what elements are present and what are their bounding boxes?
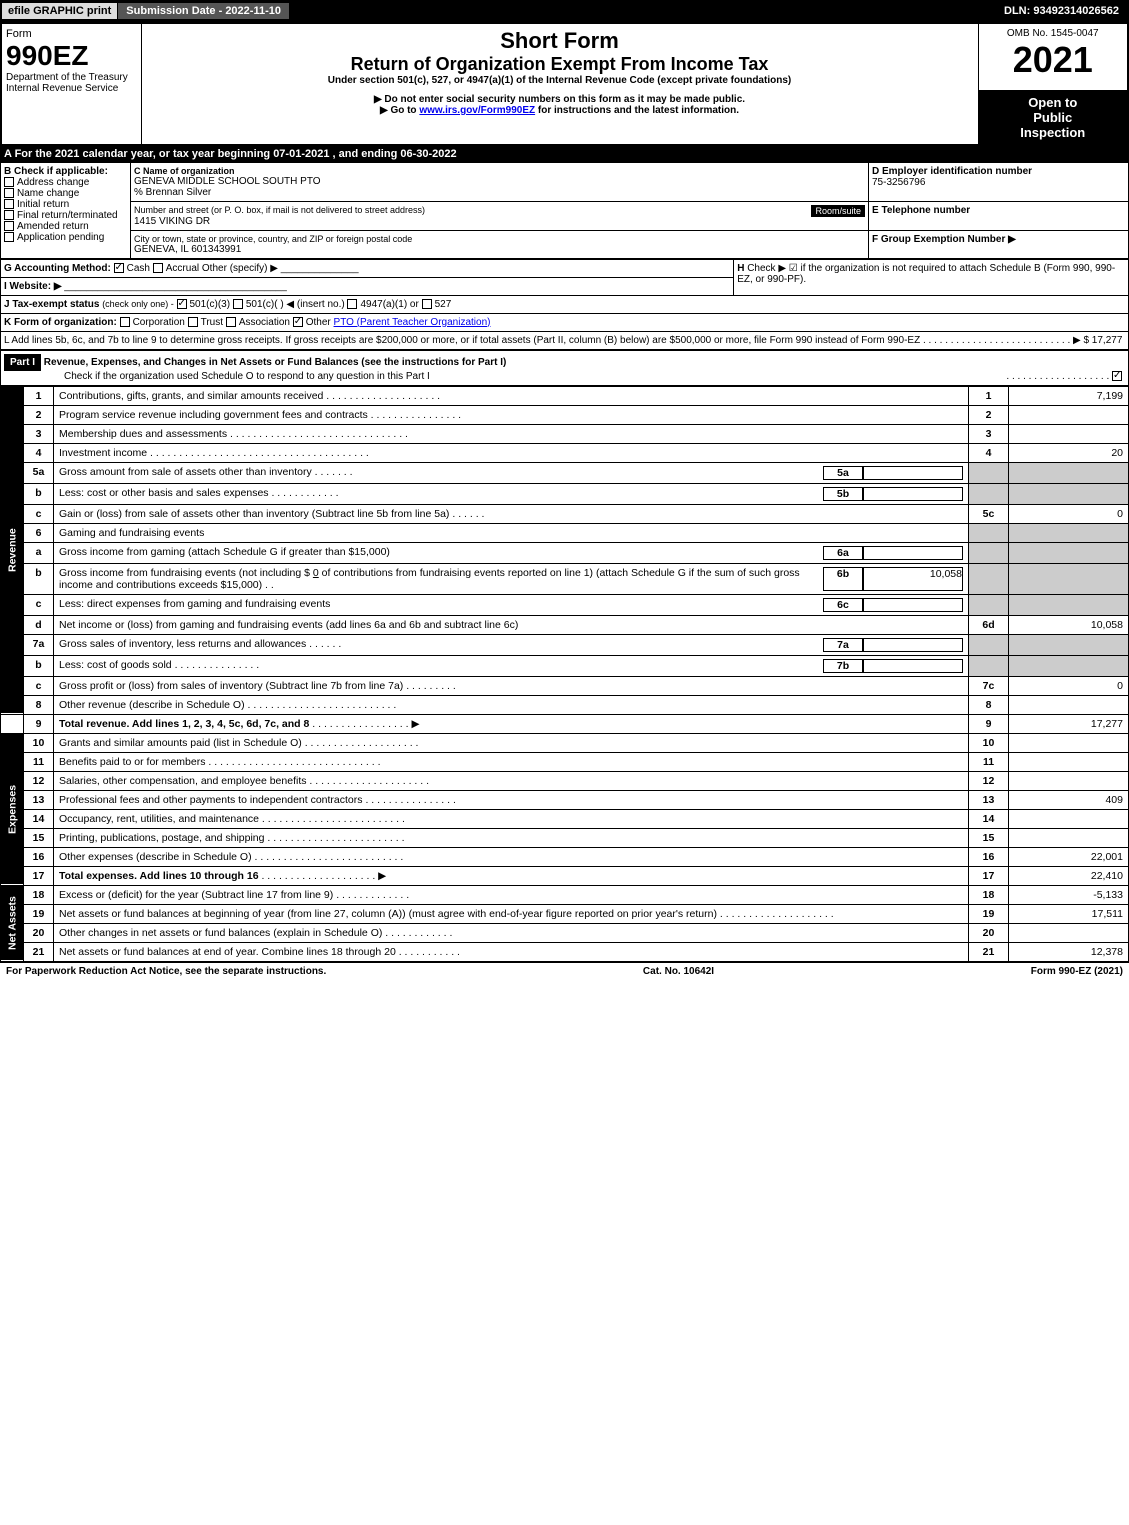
check-trust[interactable]	[188, 317, 198, 327]
org-name: GENEVA MIDDLE SCHOOL SOUTH PTO	[134, 176, 865, 187]
line-21-val: 12,378	[1009, 942, 1129, 961]
check-schedule-o[interactable]	[1112, 371, 1122, 381]
care-of: % Brennan Silver	[134, 187, 865, 198]
dept-treasury: Department of the Treasury	[6, 72, 137, 83]
line-5c-val: 0	[1009, 504, 1129, 523]
footer-left: For Paperwork Reduction Act Notice, see …	[6, 966, 326, 977]
tab-revenue: Revenue	[1, 386, 24, 714]
check-other-org[interactable]	[293, 317, 303, 327]
box-c-addr: Number and street (or P. O. box, if mail…	[131, 201, 869, 230]
box-b: B Check if applicable: Address change Na…	[1, 162, 131, 258]
check-527[interactable]	[422, 299, 432, 309]
submission-date: Submission Date - 2022-11-10	[117, 2, 290, 20]
box-c-city: City or town, state or province, country…	[131, 230, 869, 258]
check-501c3[interactable]	[177, 299, 187, 309]
d-label: D Employer identification number	[872, 166, 1125, 177]
footer: For Paperwork Reduction Act Notice, see …	[0, 962, 1129, 980]
row-k: K Form of organization: Corporation Trus…	[1, 313, 1129, 331]
street-address: 1415 VIKING DR	[134, 216, 865, 227]
title-section: Under section 501(c), 527, or 4947(a)(1)…	[146, 75, 974, 86]
check-name-change[interactable]: Name change	[4, 188, 127, 199]
row-i: I Website: ▶ ___________________________…	[1, 277, 734, 295]
irs-label: Internal Revenue Service	[6, 83, 137, 94]
title-short-form: Short Form	[146, 28, 974, 54]
b-title: B Check if applicable:	[4, 166, 127, 177]
form-word: Form	[6, 28, 137, 40]
part1-title: Revenue, Expenses, and Changes in Net As…	[44, 357, 507, 368]
check-cash[interactable]	[114, 263, 124, 273]
form-number: 990EZ	[6, 40, 137, 72]
line-4-val: 20	[1009, 443, 1129, 462]
irs-link[interactable]: www.irs.gov/Form990EZ	[419, 105, 535, 116]
l-val: ▶ $ 17,277	[1073, 335, 1122, 346]
box-c-name: C Name of organization GENEVA MIDDLE SCH…	[131, 162, 869, 201]
inspection: Inspection	[983, 125, 1124, 140]
footer-mid: Cat. No. 10642I	[643, 966, 714, 977]
e-label: E Telephone number	[872, 205, 1125, 216]
tab-expenses: Expenses	[1, 733, 24, 885]
line-17-val: 22,410	[1009, 866, 1129, 885]
row-l: L Add lines 5b, 6c, and 7b to line 9 to …	[1, 331, 1129, 349]
check-amended[interactable]: Amended return	[4, 221, 127, 232]
line-18-val: -5,133	[1009, 885, 1129, 904]
check-4947[interactable]	[347, 299, 357, 309]
h-text: Check ▶ ☑ if the organization is not req…	[737, 263, 1115, 285]
part1-table: Revenue 1 Contributions, gifts, grants, …	[0, 386, 1129, 962]
title-return: Return of Organization Exempt From Incom…	[146, 54, 974, 75]
check-501c[interactable]	[233, 299, 243, 309]
f-label: F Group Exemption Number ▶	[872, 234, 1125, 245]
section-a-tax-year: A For the 2021 calendar year, or tax yea…	[0, 146, 1129, 162]
line-6d-val: 10,058	[1009, 615, 1129, 634]
row-g: G Accounting Method: Cash Accrual Other …	[1, 259, 734, 277]
check-final-return[interactable]: Final return/terminated	[4, 210, 127, 221]
row-j: J Tax-exempt status (check only one) - 5…	[1, 295, 1129, 313]
open-to: Open to	[983, 95, 1124, 110]
other-org-val[interactable]: PTO (Parent Teacher Organization)	[334, 317, 491, 328]
line-19-val: 17,511	[1009, 904, 1129, 923]
rows-g-to-l: G Accounting Method: Cash Accrual Other …	[0, 259, 1129, 350]
check-accrual[interactable]	[153, 263, 163, 273]
box-d: D Employer identification number 75-3256…	[869, 162, 1129, 201]
check-app-pending[interactable]: Application pending	[4, 232, 127, 243]
top-bar: efile GRAPHIC print Submission Date - 20…	[0, 0, 1129, 22]
entity-info: B Check if applicable: Address change Na…	[0, 162, 1129, 259]
tab-net-assets: Net Assets	[1, 885, 24, 961]
warn-goto: ▶ Go to www.irs.gov/Form990EZ for instru…	[146, 105, 974, 116]
line-16-val: 22,001	[1009, 847, 1129, 866]
tax-year: 2021	[983, 39, 1124, 81]
public: Public	[983, 110, 1124, 125]
box-f: F Group Exemption Number ▶	[869, 230, 1129, 258]
line-13-val: 409	[1009, 790, 1129, 809]
check-initial-return[interactable]: Initial return	[4, 199, 127, 210]
part1-label: Part I	[4, 354, 41, 371]
dln: DLN: 93492314026562	[996, 3, 1127, 19]
part1-header-row: Part I Revenue, Expenses, and Changes in…	[0, 350, 1129, 386]
line-1-val: 7,199	[1009, 386, 1129, 405]
row-h: H Check ▶ ☑ if the organization is not r…	[734, 259, 1129, 295]
warn-ssn: ▶ Do not enter social security numbers o…	[146, 94, 974, 105]
check-corp[interactable]	[120, 317, 130, 327]
ein: 75-3256796	[872, 177, 1125, 188]
efile-print[interactable]: efile GRAPHIC print	[2, 3, 117, 19]
line-1-desc: Contributions, gifts, grants, and simila…	[54, 386, 969, 405]
footer-right: Form 990-EZ (2021)	[1031, 966, 1123, 977]
line-9-val: 17,277	[1009, 714, 1129, 733]
line-7c-val: 0	[1009, 676, 1129, 695]
line-6b-val: 10,058	[863, 567, 963, 591]
form-header: Form 990EZ Department of the Treasury In…	[0, 22, 1129, 146]
box-e: E Telephone number	[869, 201, 1129, 230]
check-assoc[interactable]	[226, 317, 236, 327]
check-address-change[interactable]: Address change	[4, 177, 127, 188]
open-public-box: Open to Public Inspection	[978, 90, 1128, 145]
city-state-zip: GENEVA, IL 601343991	[134, 244, 865, 255]
part1-check-text: Check if the organization used Schedule …	[64, 371, 430, 382]
omb-no: OMB No. 1545-0047	[983, 28, 1124, 39]
